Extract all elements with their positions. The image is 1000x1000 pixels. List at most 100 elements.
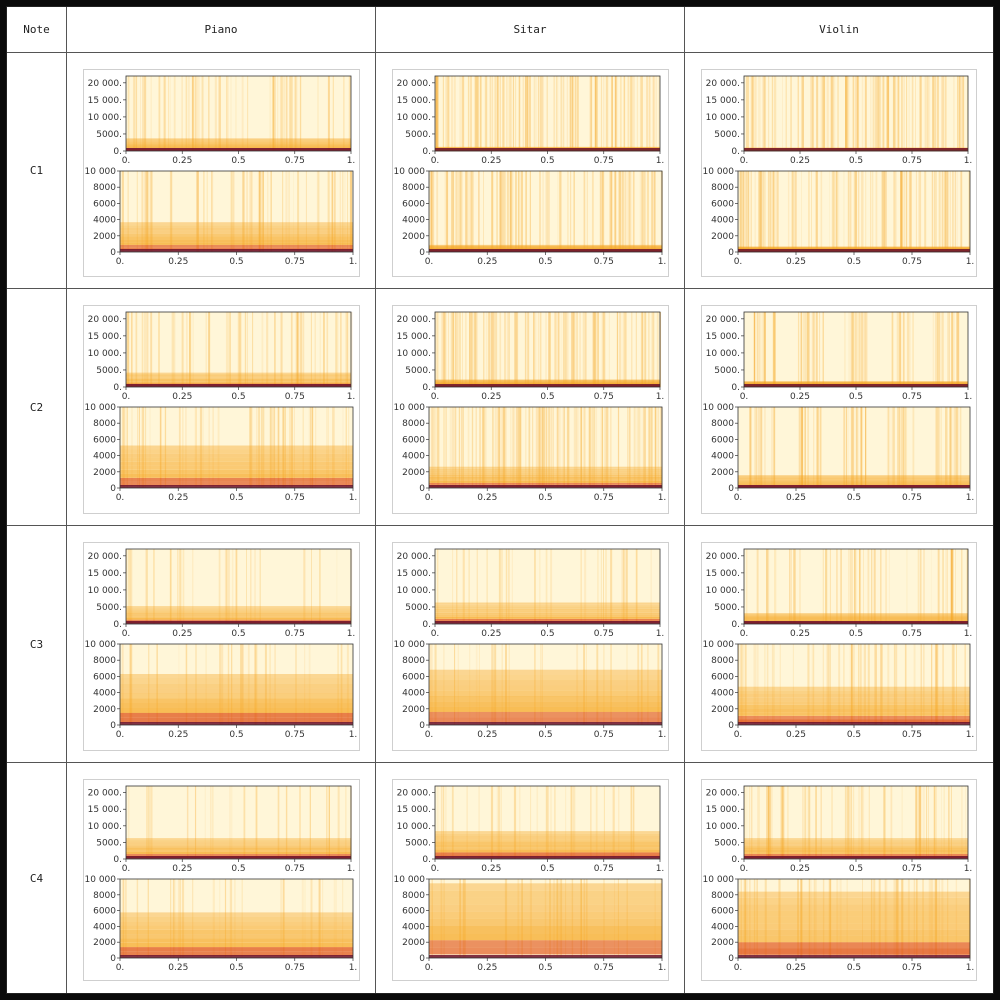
harmonic-band bbox=[738, 475, 970, 477]
streak-mark bbox=[797, 76, 799, 151]
streak-mark bbox=[478, 171, 480, 252]
spectrogram-top: 20 000.15 000.10 000.5000.0.0. 0.25 0.5 0.7… bbox=[88, 548, 355, 639]
streak-mark bbox=[816, 76, 819, 151]
streak-mark bbox=[462, 407, 464, 488]
streak-mark bbox=[191, 76, 194, 151]
streak-mark bbox=[811, 171, 812, 252]
harmonic-band bbox=[429, 470, 662, 473]
harmonic-band bbox=[429, 897, 662, 905]
x-tick-label: 0.5 bbox=[849, 864, 863, 874]
streak-mark bbox=[865, 407, 866, 488]
streak-mark bbox=[753, 312, 755, 387]
streak-mark bbox=[854, 76, 856, 151]
streak-mark bbox=[273, 407, 276, 488]
streak-mark bbox=[822, 644, 824, 725]
y-tick-label: 0 bbox=[728, 954, 734, 964]
streak-mark bbox=[957, 171, 958, 252]
x-tick-label: 0.75 bbox=[594, 730, 614, 740]
harmonic-band bbox=[435, 849, 660, 853]
harmonic-band bbox=[429, 246, 662, 249]
harmonic-band bbox=[429, 669, 662, 675]
streak-mark bbox=[601, 171, 604, 252]
fundamental-band bbox=[744, 856, 968, 859]
harmonic-band bbox=[738, 246, 970, 248]
streak-mark bbox=[899, 312, 902, 387]
y-tick-label: 10 000. bbox=[706, 586, 740, 596]
streak-mark bbox=[754, 171, 756, 252]
streak-mark bbox=[941, 76, 944, 151]
streak-mark bbox=[491, 76, 494, 151]
streak-mark bbox=[956, 644, 957, 725]
streak-mark bbox=[880, 644, 882, 725]
streak-mark bbox=[250, 407, 253, 488]
streak-mark bbox=[567, 171, 569, 252]
streak-mark bbox=[476, 76, 479, 151]
streak-mark bbox=[855, 312, 857, 387]
streak-mark bbox=[953, 312, 955, 387]
streak-mark bbox=[537, 76, 540, 151]
streak-mark bbox=[127, 312, 129, 387]
streak-mark bbox=[580, 549, 582, 624]
streak-mark bbox=[432, 171, 434, 252]
harmonic-band bbox=[435, 839, 660, 842]
y-tick-label: 0. bbox=[422, 620, 431, 630]
streak-mark bbox=[761, 407, 763, 488]
x-tick-label: 0. bbox=[431, 392, 440, 402]
streak-mark bbox=[482, 407, 485, 488]
streak-mark bbox=[473, 312, 475, 387]
streak-mark bbox=[577, 407, 579, 488]
streak-mark bbox=[299, 786, 301, 859]
y-tick-label: 2000 bbox=[93, 705, 116, 715]
streak-mark bbox=[833, 171, 835, 252]
streak-mark bbox=[218, 76, 221, 151]
streak-mark bbox=[526, 76, 528, 151]
streak-mark bbox=[172, 312, 175, 387]
streak-mark bbox=[518, 76, 521, 151]
streak-mark bbox=[816, 407, 819, 488]
y-tick-label: 4000 bbox=[93, 922, 116, 932]
streak-mark bbox=[931, 644, 933, 725]
streak-mark bbox=[527, 312, 530, 387]
x-tick-label: 0.5 bbox=[849, 629, 863, 639]
streak-mark bbox=[219, 879, 221, 958]
streak-mark bbox=[308, 644, 311, 725]
y-tick-label: 0 bbox=[419, 248, 425, 258]
harmonic-band bbox=[429, 675, 662, 681]
streak-mark bbox=[299, 76, 302, 151]
streak-mark bbox=[126, 312, 130, 387]
streak-mark bbox=[343, 76, 345, 151]
streak-mark bbox=[441, 312, 443, 387]
streak-mark bbox=[267, 171, 269, 252]
streak-mark bbox=[201, 76, 204, 151]
streak-mark bbox=[534, 644, 536, 725]
streak-mark bbox=[545, 171, 547, 252]
streak-mark bbox=[498, 407, 500, 488]
streak-mark bbox=[773, 644, 775, 725]
streak-mark bbox=[468, 76, 470, 151]
y-tick-label: 20 000. bbox=[88, 552, 122, 562]
streak-mark bbox=[458, 312, 461, 387]
harmonic-band bbox=[120, 712, 353, 718]
fundamental-band bbox=[120, 485, 353, 488]
streak-mark bbox=[342, 171, 344, 252]
streak-mark bbox=[740, 171, 742, 252]
streak-mark bbox=[328, 407, 329, 488]
streak-mark bbox=[493, 312, 496, 387]
harmonic-band bbox=[429, 701, 662, 707]
streak-mark bbox=[837, 171, 838, 252]
streak-mark bbox=[597, 549, 599, 624]
y-tick-label: 15 000. bbox=[706, 569, 740, 579]
streak-mark bbox=[431, 407, 433, 488]
streak-mark bbox=[852, 76, 855, 151]
x-tick-label: 0. bbox=[740, 629, 749, 639]
harmonic-band bbox=[429, 246, 662, 248]
spectrogram-top: 20 000.15 000.10 000.5000.0.0. 0.25 0.5 0.7… bbox=[397, 75, 664, 166]
streak-mark bbox=[469, 312, 471, 387]
streak-mark bbox=[787, 171, 790, 252]
harmonic-band bbox=[429, 883, 662, 891]
streak-mark bbox=[882, 171, 883, 252]
streak-mark bbox=[901, 171, 903, 252]
y-tick-label: 0 bbox=[728, 484, 734, 494]
streak-mark bbox=[739, 171, 742, 252]
